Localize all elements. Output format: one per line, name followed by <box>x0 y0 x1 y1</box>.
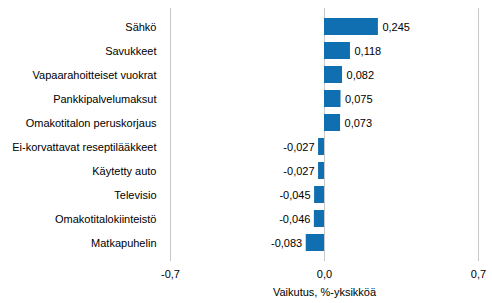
svg-text:0,082: 0,082 <box>347 69 375 81</box>
svg-text:-0,083: -0,083 <box>271 237 302 249</box>
svg-text:0,118: 0,118 <box>354 45 381 57</box>
svg-text:-0,045: -0,045 <box>279 189 310 201</box>
svg-text:-0,027: -0,027 <box>283 141 314 153</box>
svg-text:Käytetty auto: Käytetty auto <box>92 165 156 177</box>
svg-text:Ei-korvattavat reseptilääkkeet: Ei-korvattavat reseptilääkkeet <box>12 141 156 153</box>
svg-text:Savukkeet: Savukkeet <box>105 45 156 57</box>
svg-text:Vapaarahoitteiset vuokrat: Vapaarahoitteiset vuokrat <box>33 69 157 81</box>
svg-text:0,0: 0,0 <box>317 268 332 280</box>
svg-text:0,075: 0,075 <box>345 93 373 105</box>
svg-text:Sähkö: Sähkö <box>125 21 156 33</box>
svg-text:Omakotitalon peruskorjaus: Omakotitalon peruskorjaus <box>26 117 157 129</box>
svg-text:Televisio: Televisio <box>114 189 156 201</box>
svg-text:Matkapuhelin: Matkapuhelin <box>91 237 156 249</box>
svg-text:Pankkipalvelumaksut: Pankkipalvelumaksut <box>53 93 156 105</box>
svg-text:-0,046: -0,046 <box>279 213 310 225</box>
svg-text:Omakotitalokiinteistö: Omakotitalokiinteistö <box>55 213 157 225</box>
svg-text:0,7: 0,7 <box>471 268 486 280</box>
svg-text:0,073: 0,073 <box>345 117 373 129</box>
svg-text:Vaikutus, %-yksikköä: Vaikutus, %-yksikköä <box>273 286 377 298</box>
svg-text:0,245: 0,245 <box>382 21 410 33</box>
svg-text:-0,7: -0,7 <box>161 268 180 280</box>
svg-text:-0,027: -0,027 <box>283 165 314 177</box>
